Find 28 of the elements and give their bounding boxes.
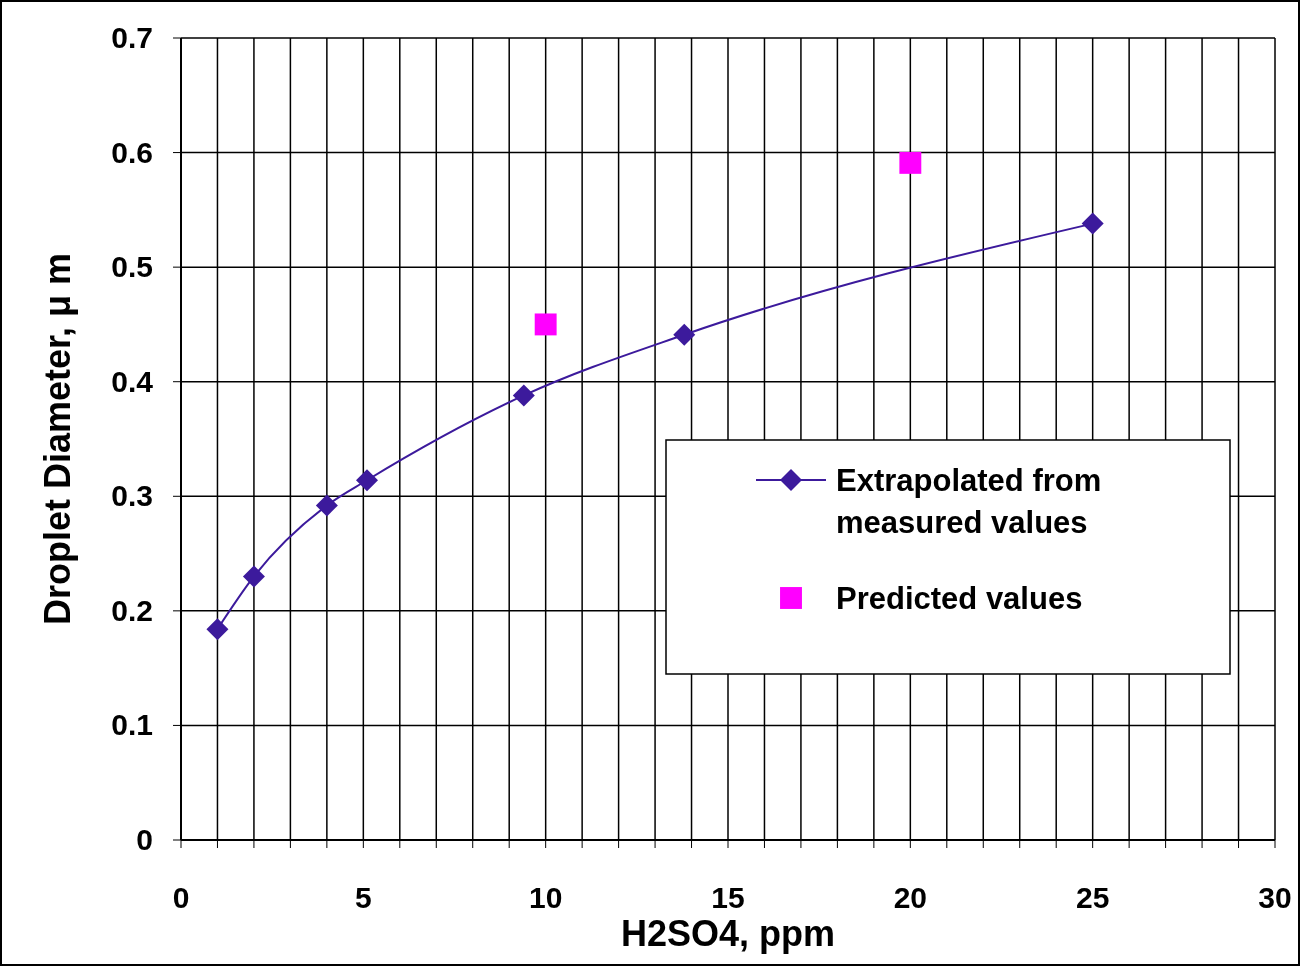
x-tick-label: 20 <box>893 881 928 914</box>
x-axis-title: H2SO4, ppm <box>620 913 836 954</box>
point <box>242 565 265 588</box>
point <box>206 618 229 641</box>
legend-label: Predicted values <box>836 581 1083 616</box>
x-tick-label: 0 <box>172 881 190 914</box>
legend-label: Extrapolated from measured values <box>836 463 1102 540</box>
y-tick-label: 0.3 <box>111 479 153 513</box>
x-tick-label: 15 <box>711 881 745 914</box>
y-tick-label: 0.2 <box>111 593 153 627</box>
y-tick-label: 0.4 <box>111 364 154 398</box>
point <box>899 151 922 174</box>
point <box>1081 212 1104 235</box>
y-tick-label: 0.1 <box>111 708 153 742</box>
x-tick-label: 5 <box>354 881 372 914</box>
y-tick-label: 0 <box>136 823 153 856</box>
point <box>512 384 535 407</box>
x-tick-label: 10 <box>528 881 563 914</box>
x-tick-label: 25 <box>1075 881 1110 914</box>
y-tick-label: 0.5 <box>111 250 153 284</box>
point <box>534 313 557 336</box>
point <box>673 323 696 346</box>
point <box>355 469 378 492</box>
x-tick-label: 30 <box>1258 881 1292 914</box>
y-tick-label: 0.6 <box>111 135 153 169</box>
y-tick-label: 0.7 <box>111 21 153 54</box>
point <box>315 494 338 517</box>
y-axis-title: Droplet Diameter, μ m <box>37 252 78 626</box>
